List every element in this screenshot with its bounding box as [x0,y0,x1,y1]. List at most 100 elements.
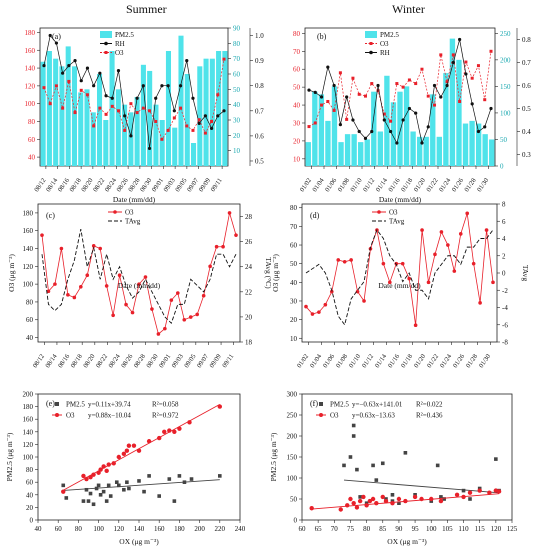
panel-f-x-label-11: 115 [475,525,486,533]
summer-title: Summer [126,2,167,16]
panel-d-yleft-label-7: 80 [290,204,298,212]
panel-b-legend-label-0: PM2.5 [380,31,399,39]
panel-b-rh-point-22 [445,83,449,88]
panel-d-label: (d) [310,211,320,220]
panel-b-ymid-label-0: 0 [500,163,504,171]
panel-d-x-label-7: 01/16 [387,353,402,370]
panel-d-line-o3 [305,213,494,326]
panel-b-o3-point-24 [458,99,462,103]
panel-b-rh-point-20 [432,83,437,88]
panel-e-pm25-point-23 [167,477,172,481]
panel-a-rh-point-22 [178,84,183,88]
panel-b-rh-point-8 [357,129,361,134]
panel-a-rh-point-17 [147,146,152,151]
panel-b-ymid-label-1: 50 [500,136,508,144]
panel-d-o3-point-5 [336,258,341,262]
panel-c-o3-point-0 [40,233,44,237]
panel-f-pm25-point-7 [371,463,375,468]
panel-f-o3-point-13 [383,498,389,504]
panel-c-x-label-9: 08/30 [145,353,159,369]
panel-a-bar-9 [97,74,103,166]
panel-a-x-label-0: 08/12 [33,177,47,193]
panel-a-yright-label-1: 0.6 [255,132,264,140]
panel-f-o3-point-16 [403,498,408,504]
panel-b-rh-point-27 [476,129,481,134]
panel-b-bar-0 [305,142,311,166]
panel-e-legend-marker-1 [55,413,59,417]
panel-b-yleft-label-7: 80 [293,30,301,38]
panel-b-bar-19 [430,94,436,166]
panel-e-o3-point-10 [111,461,116,466]
panel-b-yright-label-2: 0.5 [522,105,531,113]
panel-d-ylabel-left: O3 (μg m⁻³) [271,254,280,292]
panel-e-o3-point-7 [101,464,106,469]
panel-b-x-label-0: 01/02 [299,177,313,193]
panel-b-rh-point-24 [458,37,462,42]
panel-e-pm25-point-15 [117,483,121,488]
panel-b-rh-point-25 [464,72,468,76]
panel-f-pm25-point-2 [351,423,356,428]
panel-e-pm25-point-27 [189,477,194,481]
panel-a-yleft-label-3: 100 [25,100,36,108]
panel-d-yright-label-6: 4 [502,235,506,243]
panel-b-bar-17 [416,136,423,166]
panel-b-ymid-label-4: 200 [500,56,511,64]
panel-a-rh-point-24 [191,96,195,100]
panel-a-o3-point-12 [116,109,120,113]
panel-b-o3-point-26 [470,76,474,80]
panel-a-bar-3 [59,66,65,166]
panel-b-ymid-label-2: 100 [500,109,511,117]
panel-f-pm25-point-9 [380,461,385,466]
panel-d-x-label-14: 01/30 [478,353,492,369]
panel-a-o3-point-24 [191,128,195,132]
panel-b-rh-point-9 [363,136,368,140]
panel-f-x-label-3: 75 [347,525,355,533]
panel-f-o3-point-6 [357,498,363,504]
panel-c-o3-point-9 [98,246,102,251]
panel-c-x-label-11: 09/03 [171,353,185,369]
panel-b-o3-point-21 [439,53,443,57]
panel-a-x-label-14: 09/09 [198,177,212,193]
panel-f-pm25-point-3 [351,434,356,438]
panel-a-bar-1 [46,51,52,166]
panel-f-pm25-point-11 [390,493,395,497]
panel-a-x-label-12: 09/05 [174,177,188,193]
panel-b-yright-label-5: 0.8 [522,36,531,44]
panel-a-o3-point-13 [123,128,127,132]
panel-a-o3-point-1 [48,102,52,106]
panel-b-ymid-label-5: 250 [500,30,511,38]
panel-b-x-label-8: 01/18 [400,177,414,193]
panel-e-x-label-6: 160 [154,525,165,533]
panel-e-pm25-point-0 [61,483,66,488]
panel-e-o3-point-13 [124,448,130,453]
panel-b-o3-point-13 [389,119,393,123]
panel-a-yleft-label-2: 80 [28,118,36,126]
panel-a-yleft-label-7: 180 [25,29,36,37]
panel-a-yright-label-4: 0.9 [255,57,264,65]
panel-a-rh-point-28 [216,114,220,118]
panel-f-fit-pm2.5 [343,479,500,494]
panel-a-o3-point-26 [203,131,207,135]
panel-c-yleft-label-2: 80 [26,298,34,306]
panel-e-x-label-8: 200 [194,525,205,533]
panel-d-yleft-label-5: 60 [290,242,298,250]
panel-e-o3-point-19 [162,429,167,434]
panel-a-bar-21 [172,127,178,166]
panel-b-bar-9 [364,139,370,166]
panel-c-o3-point-14 [130,310,135,315]
panel-b-yright-label-3: 0.6 [522,82,531,90]
panel-b-rh-point-26 [470,102,474,106]
panel-e-legend-marker-0 [55,402,59,406]
panel-a-rh-point-15 [135,96,139,100]
panel-e-y-label-10: 200 [23,391,34,399]
panel-c-yright-label-1: 20 [245,313,253,321]
panel-f-o3-point-0 [309,506,314,511]
panel-b-x-label-6: 01/14 [375,177,390,194]
panel-f-o3-point-4 [351,501,356,506]
panel-c-o3-point-16 [143,275,148,279]
panel-f-o3-point-2 [345,503,350,508]
panel-a-bar-16 [140,64,146,166]
panel-c-yleft-label-6: 160 [23,227,34,235]
panel-a-o3-point-7 [85,93,89,97]
panel-e-pm25-point-17 [125,480,129,484]
